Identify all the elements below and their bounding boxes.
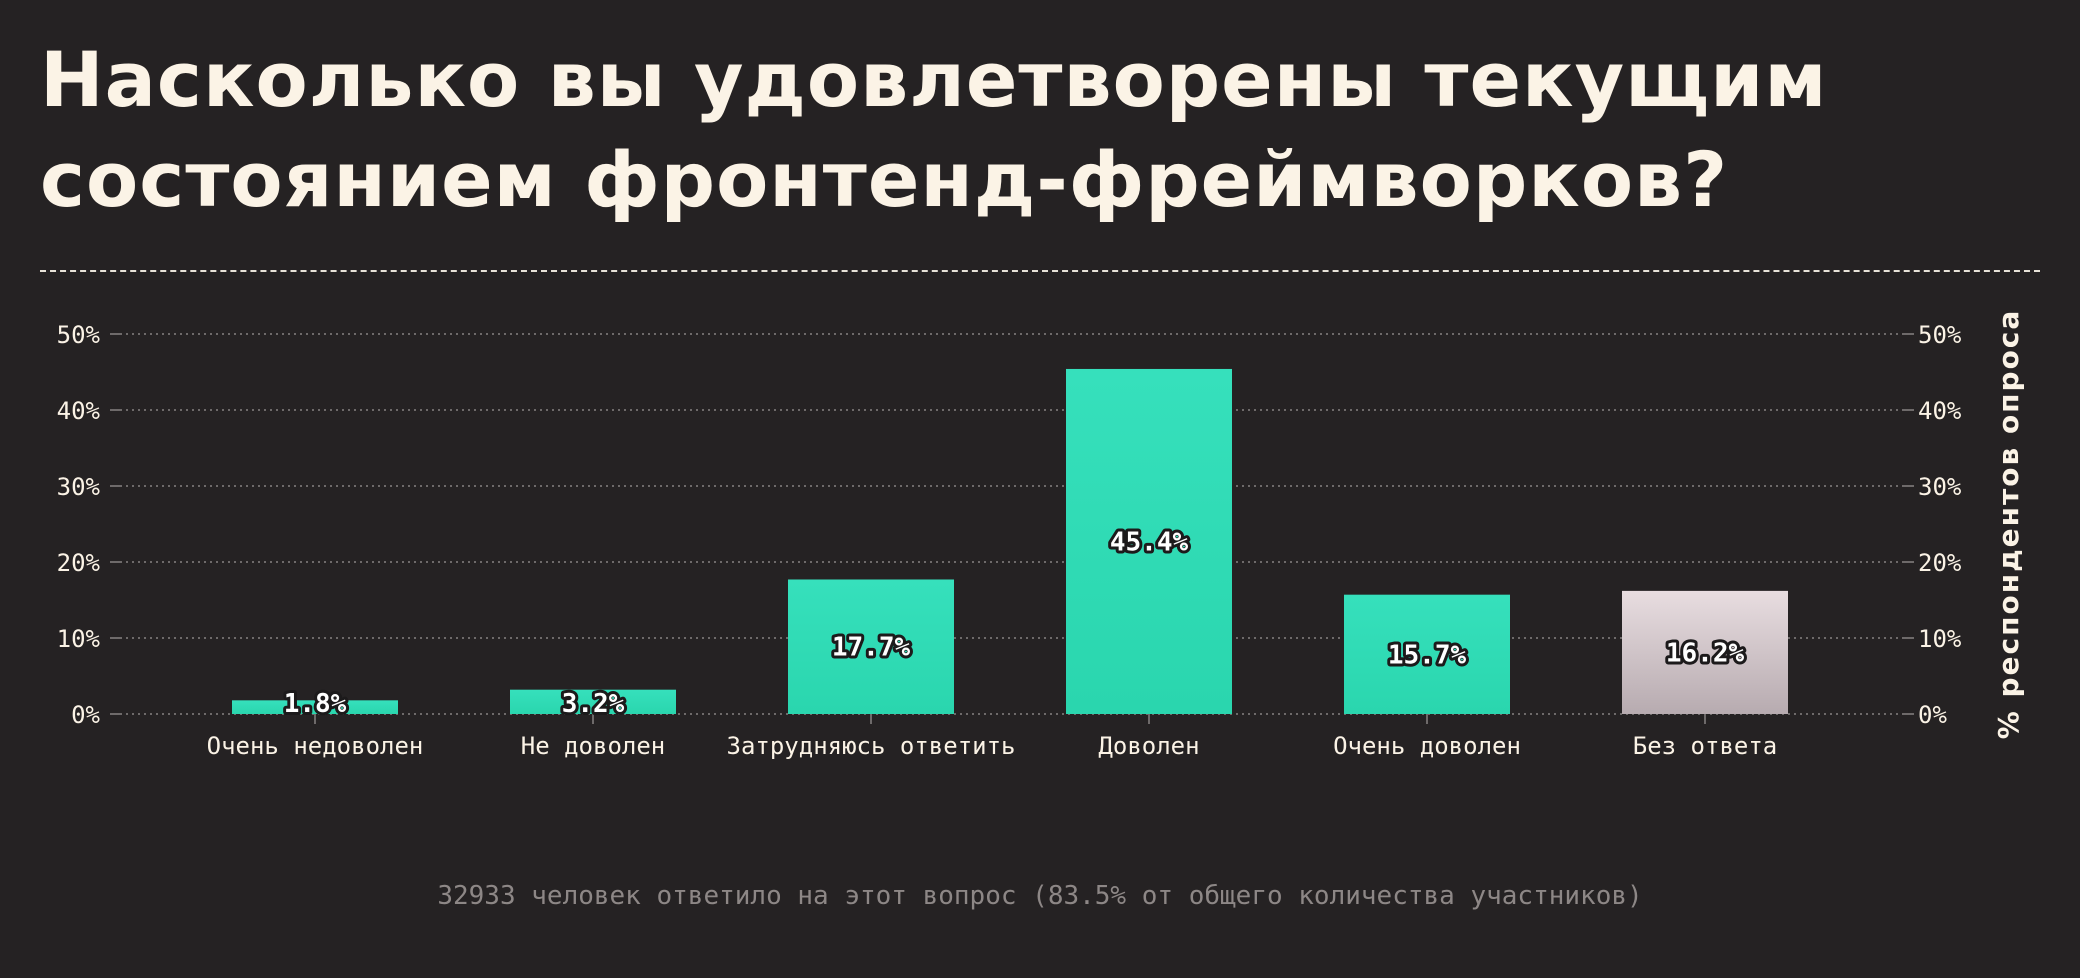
response-count-note: 32933 человек ответило на этот вопрос (8… — [437, 881, 1643, 911]
bar — [1066, 368, 1232, 714]
bar-chart: 0% 10% 20% 30% 40% 50% 0% 10% 20% 30% 40% 50% Очен… — [57, 309, 2025, 760]
bar — [510, 689, 676, 714]
y-axis-right: 0% 10% 20% 30% 40% 50% — [1918, 321, 1962, 729]
bar — [1344, 594, 1510, 714]
y-tick-label: 10% — [1918, 625, 1962, 653]
title-divider — [40, 270, 2040, 272]
y-tick-label: 0% — [71, 701, 100, 729]
data-label: 16.2% — [1666, 638, 1745, 668]
grid-lines — [110, 333, 1914, 715]
y-axis-left: 0% 10% 20% 30% 40% 50% — [57, 321, 101, 729]
data-label: 1.8% — [284, 689, 347, 719]
x-tick-label: Затрудняюсь ответить — [727, 732, 1016, 760]
y-tick-label: 0% — [1918, 701, 1947, 729]
x-tick-label: Не доволен — [521, 732, 666, 760]
bar — [1622, 590, 1788, 714]
bar — [232, 700, 398, 714]
y-tick-label: 10% — [57, 625, 101, 653]
value-labels: 1.8% 3.2% 17.7% 45.4% 15.7% 16.2% — [281, 524, 1748, 722]
x-axis: Очень недоволен Не доволен Затрудняюсь отв… — [207, 714, 1778, 760]
data-label: 17.7% — [832, 633, 911, 663]
data-label: 15.7% — [1388, 640, 1467, 670]
y-tick-label: 20% — [1918, 549, 1962, 577]
y-tick-label: 50% — [1918, 321, 1962, 349]
y-tick-label: 50% — [57, 321, 101, 349]
y-tick-label: 40% — [57, 397, 101, 425]
x-tick-label: Очень доволен — [1333, 732, 1521, 760]
data-label: 3.2% — [562, 689, 625, 719]
x-tick-label: Очень недоволен — [207, 732, 424, 760]
y-tick-label: 30% — [57, 473, 101, 501]
x-tick-label: Без ответа — [1633, 732, 1778, 760]
data-label: 45.4% — [1110, 527, 1189, 557]
y-tick-label: 20% — [57, 549, 101, 577]
y-tick-label: 30% — [1918, 473, 1962, 501]
bars — [232, 368, 1788, 714]
y-axis-title: % респондентов опроса — [1992, 309, 2025, 740]
x-tick-label: Доволен — [1098, 732, 1199, 760]
bar — [788, 579, 954, 714]
y-tick-label: 40% — [1918, 397, 1962, 425]
page-title: Насколько вы удовлетворены текущим состо… — [40, 35, 1828, 224]
